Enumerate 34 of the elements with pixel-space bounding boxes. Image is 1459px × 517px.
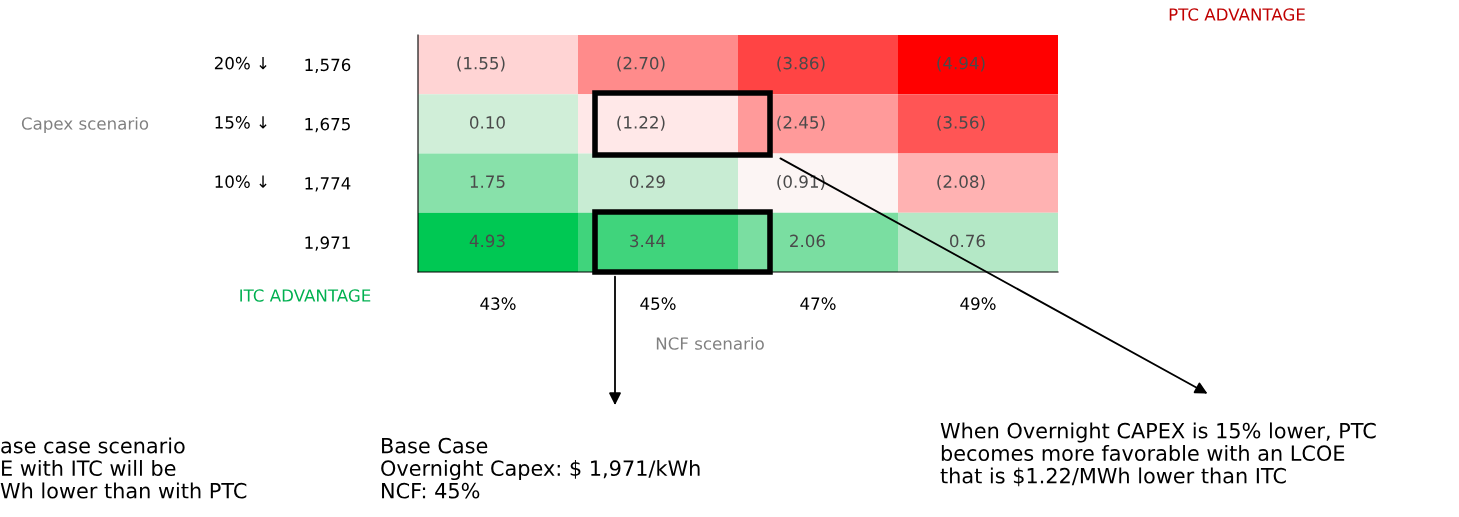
y2-tick-label: 10% ↓ xyxy=(215,175,267,188)
y2-tick-label: 20% ↓ xyxy=(214,56,267,70)
text: Capex scenario xyxy=(21,116,149,134)
data-label: (3.56) xyxy=(937,115,985,131)
text: Base Case Overnight Capex: $ 1,971/kWh NCF: 45% xyxy=(381,437,700,499)
x-tick-label: 43% xyxy=(480,297,516,310)
data-label: (0.91) xyxy=(777,175,825,190)
data-label: (2.45) xyxy=(777,115,825,131)
text: ase case scenario E with ITC will be Wh lower than with PTC xyxy=(0,437,247,499)
x-tick-label: 45% xyxy=(640,297,676,310)
y2-tick-label: 15% ↓ xyxy=(215,116,267,129)
data-label: (4.94) xyxy=(937,56,985,72)
data-label: 2.06 xyxy=(790,234,825,248)
y-tick-label: 1,576 xyxy=(305,58,351,73)
x-tick-label: 47% xyxy=(800,297,836,310)
data-label: 0.10 xyxy=(469,116,505,129)
data-label: (3.86) xyxy=(777,56,825,72)
x-axis-title: NCF scenario xyxy=(656,336,764,350)
y-tick-label: 1,971 xyxy=(305,236,350,251)
y-tick-label: 1,774 xyxy=(305,177,351,192)
data-label: (2.08) xyxy=(937,175,985,190)
x-tick-label: 49% xyxy=(960,297,996,310)
y-tick-label: 1,675 xyxy=(305,117,350,133)
data-label: (2.70) xyxy=(617,56,665,72)
data-label: 3.44 xyxy=(630,234,666,248)
data-label: 0.29 xyxy=(629,175,665,188)
data-label: (1.22) xyxy=(617,115,665,131)
data-label: 0.76 xyxy=(949,234,985,248)
data-label: (1.55) xyxy=(457,56,505,72)
text: PTC ADVANTAGE xyxy=(1169,8,1305,21)
data-label: 1.75 xyxy=(470,175,505,188)
text: When Overnight CAPEX is 15% lower, PTC becomes more favorable with an LCOE that is $1.22/MWh lower than ITC xyxy=(940,422,1376,487)
text: ITC ADVANTAGE xyxy=(240,289,371,302)
data-label: 4.93 xyxy=(469,234,505,248)
